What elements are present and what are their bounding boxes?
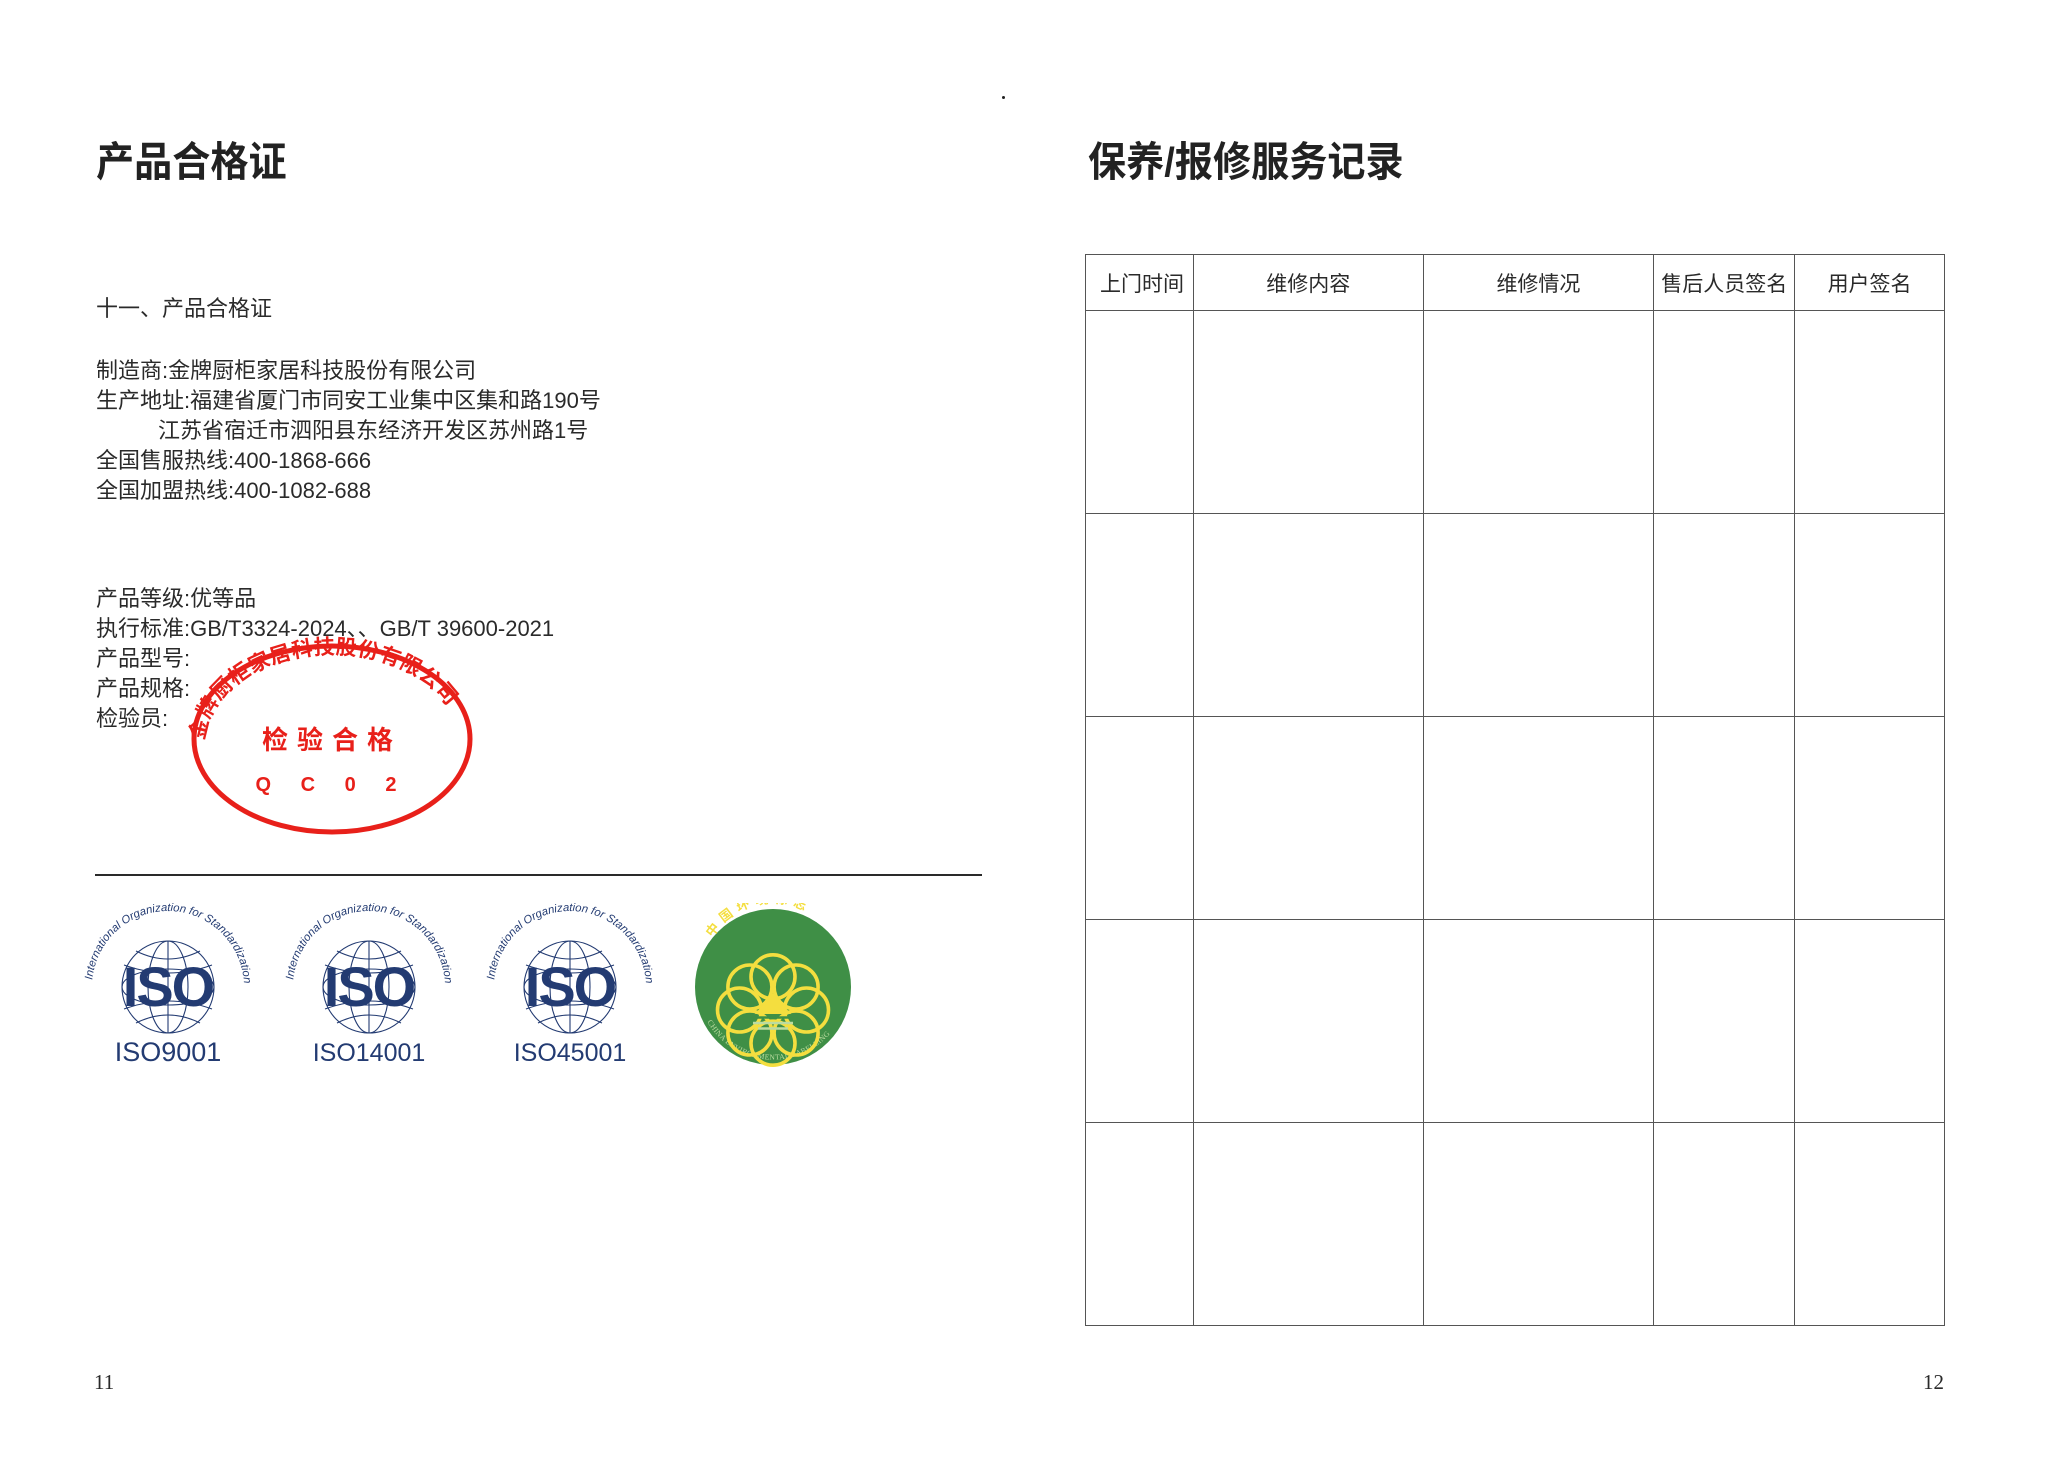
svg-text:ISO45001: ISO45001: [514, 1039, 627, 1067]
svg-text:检验合格: 检验合格: [262, 725, 402, 755]
svg-text:ISO: ISO: [123, 955, 214, 1018]
svg-text:Q C 0 2: Q C 0 2: [256, 774, 409, 796]
svg-text:ISO9001: ISO9001: [115, 1037, 222, 1067]
svg-text:ISO: ISO: [324, 955, 415, 1018]
svg-text:ISO: ISO: [525, 955, 616, 1018]
svg-text:ISO14001: ISO14001: [313, 1039, 426, 1067]
